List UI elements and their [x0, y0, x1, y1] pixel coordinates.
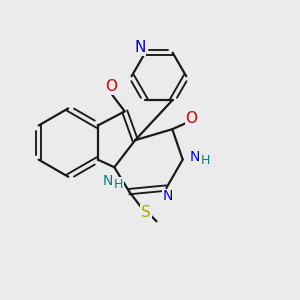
Text: S: S [141, 205, 151, 220]
Text: H: H [200, 154, 210, 167]
Text: N: N [163, 189, 173, 203]
Text: O: O [105, 79, 117, 94]
Text: N: N [134, 40, 146, 55]
Text: O: O [186, 111, 198, 126]
Text: N: N [190, 149, 200, 164]
Text: N: N [102, 174, 113, 188]
Text: H: H [113, 178, 123, 191]
